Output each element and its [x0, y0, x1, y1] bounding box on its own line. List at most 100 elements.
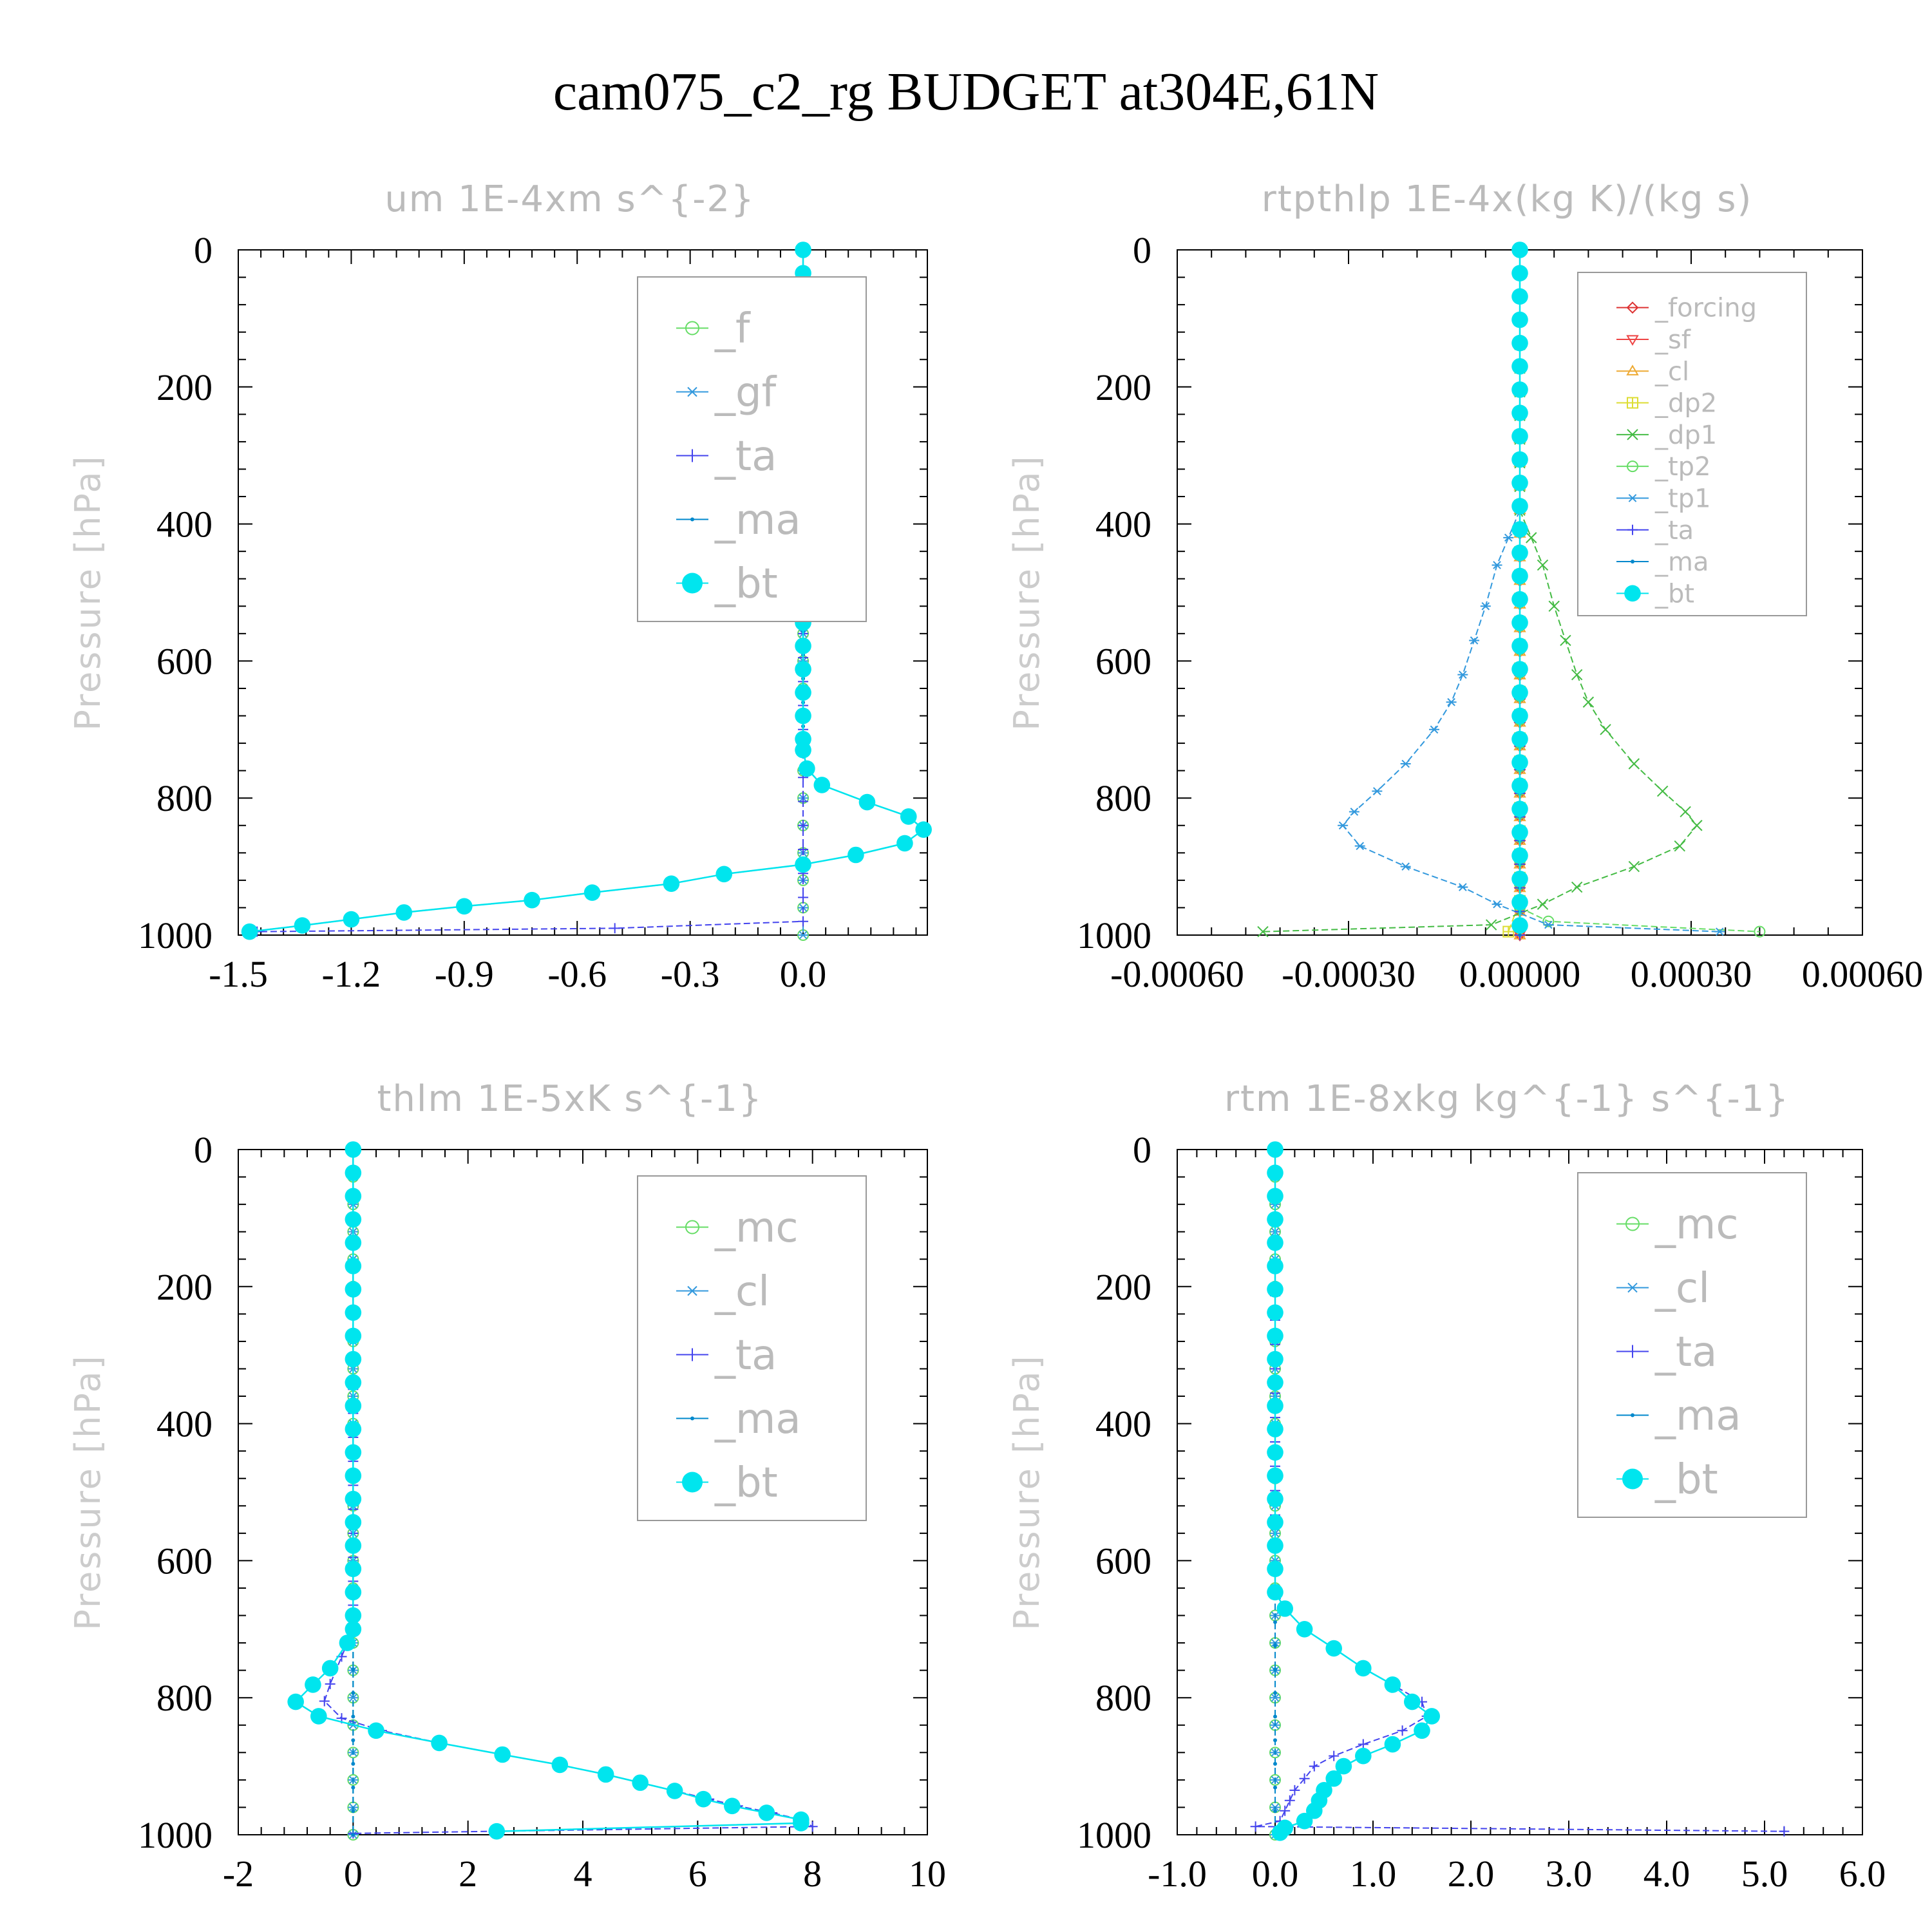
x-tick-label: -2 [223, 1853, 254, 1895]
data-point [609, 923, 620, 934]
legend-label: _ta [714, 433, 777, 480]
legend-entry: _cl [1616, 357, 1689, 386]
data-point [1469, 636, 1480, 645]
data-point [351, 1809, 355, 1814]
legend-label: _ma [1654, 547, 1709, 577]
data-point [1273, 1643, 1277, 1648]
data-point [1349, 808, 1359, 816]
series-line [294, 1150, 802, 1832]
panel-title: rtm 1E-8xkg kg^{-1} s^{-1} [1224, 1078, 1790, 1120]
data-point [1511, 544, 1528, 562]
data-point [351, 1833, 355, 1837]
y-axis-label: Pressure [hPa] [1007, 454, 1047, 730]
legend-entry: _cl [676, 1268, 770, 1316]
data-point [795, 707, 811, 724]
data-point [1325, 1640, 1342, 1657]
data-point [1511, 917, 1528, 934]
legend-label: _tp1 [1654, 484, 1711, 513]
data-point [1511, 288, 1528, 305]
legend-entry: _gf [676, 369, 777, 417]
data-point [1250, 1821, 1261, 1832]
x-tick-label: -0.6 [547, 953, 607, 995]
legend-entry: _ta [1616, 1329, 1717, 1376]
data-point [456, 898, 473, 915]
data-point [1296, 1621, 1313, 1638]
data-point [1267, 1514, 1283, 1531]
legend-label: _sf [1654, 325, 1691, 355]
data-point [1280, 1805, 1291, 1816]
data-point [1414, 1722, 1430, 1739]
data-point [494, 1746, 511, 1763]
data-point [798, 931, 809, 940]
data-point [1267, 1141, 1283, 1158]
legend-box [637, 1175, 867, 1521]
data-point [1404, 1693, 1421, 1710]
legend-label: _forcing [1654, 294, 1757, 323]
legend-entry: _ma [1616, 547, 1709, 577]
legend-label: _ma [1654, 1392, 1741, 1440]
data-point [1511, 614, 1528, 631]
data-point [1384, 1736, 1401, 1753]
x-tick-label: 0.00030 [1631, 953, 1752, 995]
data-point [1267, 1467, 1283, 1484]
data-point [305, 1676, 321, 1693]
y-tick-label: 400 [1095, 504, 1151, 545]
data-point [1267, 1211, 1283, 1228]
data-point [1537, 898, 1549, 910]
legend-label: _dp1 [1654, 421, 1717, 450]
data-point [1457, 670, 1468, 679]
legend-entry: _dp2 [1616, 389, 1717, 419]
y-axis-label: Pressure [hPa] [68, 454, 108, 730]
legend-label: _bt [714, 1459, 778, 1507]
x-tick-label: -1.0 [1148, 1853, 1207, 1895]
legend-marker [690, 1416, 694, 1421]
data-point [1355, 1747, 1372, 1765]
data-point [1526, 532, 1537, 544]
data-point [1267, 1374, 1283, 1391]
data-point [351, 1714, 355, 1719]
legend-marker [1626, 335, 1639, 346]
data-point [1372, 787, 1383, 795]
data-point [1284, 1795, 1295, 1806]
y-tick-label: 800 [1095, 777, 1151, 819]
legend-label: _ma [714, 497, 801, 544]
data-point [1267, 1397, 1283, 1414]
legend-marker [1624, 585, 1641, 602]
legend-box [1577, 272, 1807, 616]
legend-marker [1627, 460, 1638, 473]
x-tick-label: 1.0 [1350, 1853, 1397, 1895]
legend-label: _ta [1654, 1329, 1717, 1376]
series-line [257, 250, 804, 933]
data-point [351, 1761, 355, 1766]
data-point [351, 1690, 355, 1695]
data-point [1656, 785, 1669, 797]
data-point [488, 1823, 506, 1840]
legend-entry: _mc [1616, 1201, 1739, 1249]
data-point [345, 1560, 362, 1577]
legend-entry: _ta [676, 433, 777, 480]
legend-entry: _forcing [1616, 294, 1757, 323]
data-point [1429, 725, 1439, 734]
data-point [1267, 1444, 1283, 1461]
data-point [1511, 265, 1528, 281]
data-point [310, 1708, 327, 1725]
x-tick-label: 0.00060 [1802, 953, 1924, 995]
legend-label: _ta [1654, 516, 1694, 545]
data-point [551, 1756, 569, 1774]
data-point [1511, 638, 1528, 654]
legend-marker [682, 573, 703, 594]
x-tick-label: -0.9 [435, 953, 494, 995]
data-point [798, 844, 809, 855]
data-point [758, 1804, 775, 1821]
data-point [351, 1667, 355, 1672]
data-point [345, 1211, 362, 1228]
chart-panel-1: um 1E-4xm s^{-2} Pressure [hPa] -1.5 -1.2 -0… [68, 178, 932, 995]
chart-panel-3: thlm 1E-5xK s^{-1} Pressure [hPa] -2 0 2 4 6 8 1… [68, 1078, 946, 1895]
data-point [1267, 1421, 1283, 1437]
chart-panel-2: rtpthlp 1E-4x(kg K)/(kg s) Pressure [hPa]… [1007, 178, 1923, 995]
legend-marker [1627, 397, 1638, 409]
y-tick-label: 600 [156, 1540, 213, 1582]
y-tick-label: 200 [1095, 1266, 1151, 1308]
data-point [345, 1304, 362, 1321]
